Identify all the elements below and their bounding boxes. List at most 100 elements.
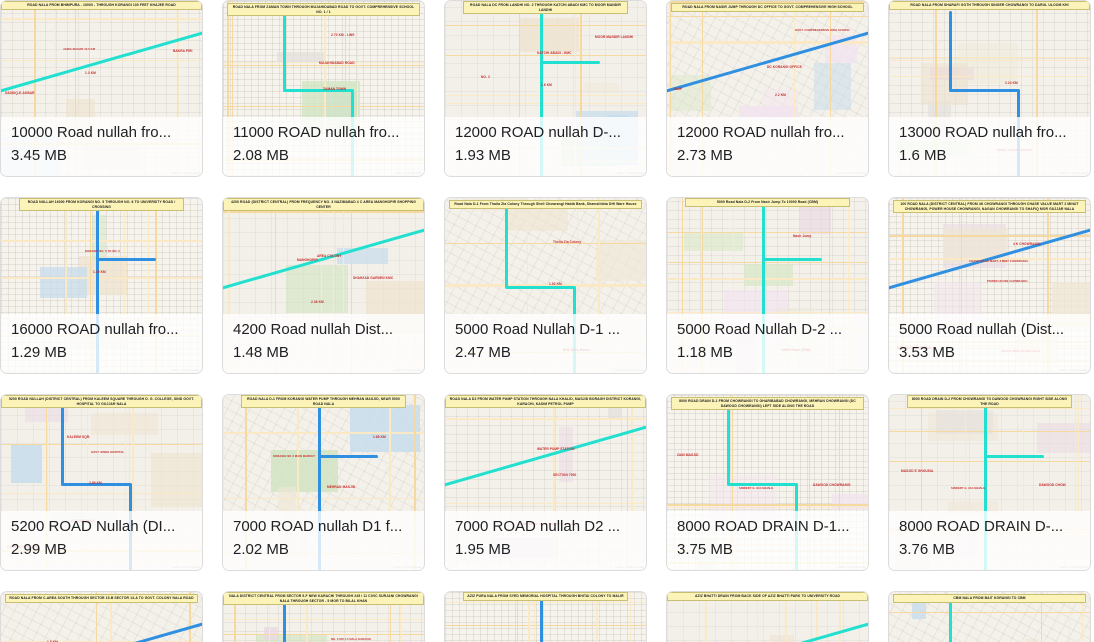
map-thumbnail-card[interactable]: NO. 3 KM 1.5 NALA KARACHILeaflet | © Ope… [222,591,425,642]
map-road [921,395,922,570]
map-annotation-label: KATCHI ABADI - KMC [537,51,572,55]
map-thumbnail-card[interactable]: JAMIA MASJID 10.5 KM 1.3 KM BAKRA PIRI SADD… [0,0,203,177]
file-size: 1.95 MB [455,541,511,558]
map-road [99,198,100,373]
map-thumbnail-card[interactable]: 2.70 KM - LINE MUJAHIDABAD ROAD ZAMAN TOWN… [222,0,425,177]
map-thumbnail-card[interactable]: KORANGI NO. 5 TO NO. 61.25 KMLeaflet | ©… [0,197,203,374]
map-road [89,1,90,176]
map-route-highlight [540,1,543,176]
map-road [757,592,758,642]
map-title-banner: 4200 ROAD (DISTRICT CENTRAL) FROM FREQUE… [223,198,424,212]
map-road [87,395,88,570]
map-title-banner: AZIZ BHATTI DRAIN FROM BACK SIDE OF AZIZ… [667,592,868,601]
map-annotation-label: MUJAHIDABAD ROAD [319,61,355,65]
map-thumbnail-card[interactable]: MANGHOPIR AREA COLONY SHAHZAD GARDEN KMC 2.… [222,197,425,374]
map-thumbnail-card[interactable]: ZAIN MASJID SINDERY G. GULSHAN-E- DAWOOD C… [666,394,869,571]
map-annotation-label: 1.6 KM [541,83,552,87]
map-thumbnail-card[interactable]: Leaflet | © OpenStreetMapCBM NALA FROM B… [888,591,1091,642]
map-road [269,592,270,642]
map-thumbnail-card[interactable]: 1.8 KMLeaflet | © OpenStreetMapROAD NALA… [0,591,203,642]
map-thumbnail-card[interactable]: KORANGI NO 2 MAIN MARKET 1.85 KM MEHRAN MA… [222,394,425,571]
file-size: 2.02 MB [233,541,289,558]
map-route-highlight [762,198,765,373]
map-road [155,198,157,373]
map-thumbnail-card[interactable]: 4 K CHOWRANGI CHASE VALUE MART, 2 MINT CH… [888,197,1091,374]
map-thumbnail-card[interactable]: 2.24 KMDARUL ULOOM KARACHILeaflet | © Op… [888,0,1091,177]
file-size: 3.45 MB [11,147,67,164]
map-road [667,43,868,44]
map-road [390,592,391,642]
map-annotation-label: MEHRAN MASJID [327,485,356,489]
map-title-banner: NALA DISTRICT CENTRAL FROM SECTOR 5-F NE… [223,592,424,606]
map-title-banner: 8000 ROAD DRAIN D-2 FROM CHOWRANGI TO DA… [907,395,1072,409]
map-landuse-patch [739,106,798,120]
map-road [534,592,535,642]
map-thumbnail-card[interactable]: MASJID E GHOUSIA SINDERY G. GULSHAN-E- DAW… [888,394,1091,571]
map-landuse-patch [921,63,968,105]
map-title-banner: 100 ROAD NALA (DISTRICT CENTRAL) FROM 4K… [893,200,1086,214]
file-name: 5200 ROAD Nullah (DI... [11,518,176,535]
map-title-banner: ROAD NALA D-1 FROM KORANGI WATER PUMP TH… [241,395,406,409]
file-label-block: 5000 Road nullah (Dist... 3.53 MB [889,314,1090,373]
map-annotation-label: 2.70 KM - LINE [331,33,355,37]
map-route-highlight [96,258,156,261]
map-thumbnail-card[interactable]: COMMUNITY ROADLeaflet | © OpenStreetMapA… [666,591,869,642]
map-landuse-patch [264,627,278,640]
map-road [357,1,358,176]
map-road [275,198,276,373]
map-road [519,1,520,176]
map-road [889,60,1090,61]
map-road [125,395,126,570]
map-annotation-label: SINDERY G. GULSHAN-E- [951,487,987,490]
map-road [839,592,841,642]
map-annotation-label: JUMP [673,87,683,91]
map-road [223,211,424,213]
map-road [1041,592,1042,642]
map-landuse-patch [286,265,348,313]
map-road [46,395,47,570]
map-road [414,395,416,570]
map-thumbnail-card[interactable]: Nasir Jump10000 Road (CBM)Leaflet | © Op… [666,197,869,374]
map-title-banner: 5000 Road Nala D-2 From Nasir Jump To 10… [685,198,850,207]
file-size: 1.48 MB [233,344,289,361]
map-road [1036,1,1038,176]
map-road [1,240,202,242]
map-road [667,504,868,506]
file-label-block: 7000 ROAD nullah D1 f... 2.02 MB [223,511,424,570]
file-size: 3.53 MB [899,344,955,361]
file-size: 2.47 MB [455,344,511,361]
map-landuse-patch [770,635,794,642]
map-route-highlight [283,89,353,92]
map-road [223,498,424,499]
map-route-highlight [949,89,1019,92]
map-landuse-patch [684,232,743,251]
map-road [445,25,646,26]
map-road [297,395,299,570]
map-annotation-label: MOOR MANDIR LANDHI [595,35,634,39]
map-annotation-label: SINDERY G. GULSHAN-E- [739,487,775,490]
map-road [889,431,1090,432]
map-route-highlight [505,208,508,288]
map-road [598,198,600,373]
map-thumbnail-card[interactable]: KATCHI ABADI - KMC NO. 2 1.6 KM MOOR MANDIR… [444,0,647,177]
map-road [132,395,134,570]
map-road [1082,592,1083,642]
file-size: 3.76 MB [899,541,955,558]
file-name: 16000 ROAD nullah fro... [11,321,179,338]
file-name: 8000 ROAD DRAIN D-1... [677,518,850,535]
map-road [75,1,76,176]
map-thumbnail-card[interactable]: SYED MEMORIAL HOSPITALLeaflet | © OpenSt… [444,591,647,642]
map-road [55,1,56,176]
map-road [702,1,703,176]
map-road [445,602,646,603]
map-annotation-label: POWER HOUSE CHOWRANGI [987,280,1028,283]
map-landuse-patch [744,264,793,286]
map-thumbnail-card[interactable]: GOVT. COMPREHENSIVE HIGH SCHOOL DC KORANG… [666,0,869,177]
map-road [1075,395,1076,570]
map-landuse-patch [40,267,87,298]
map-landuse-patch [11,444,42,483]
